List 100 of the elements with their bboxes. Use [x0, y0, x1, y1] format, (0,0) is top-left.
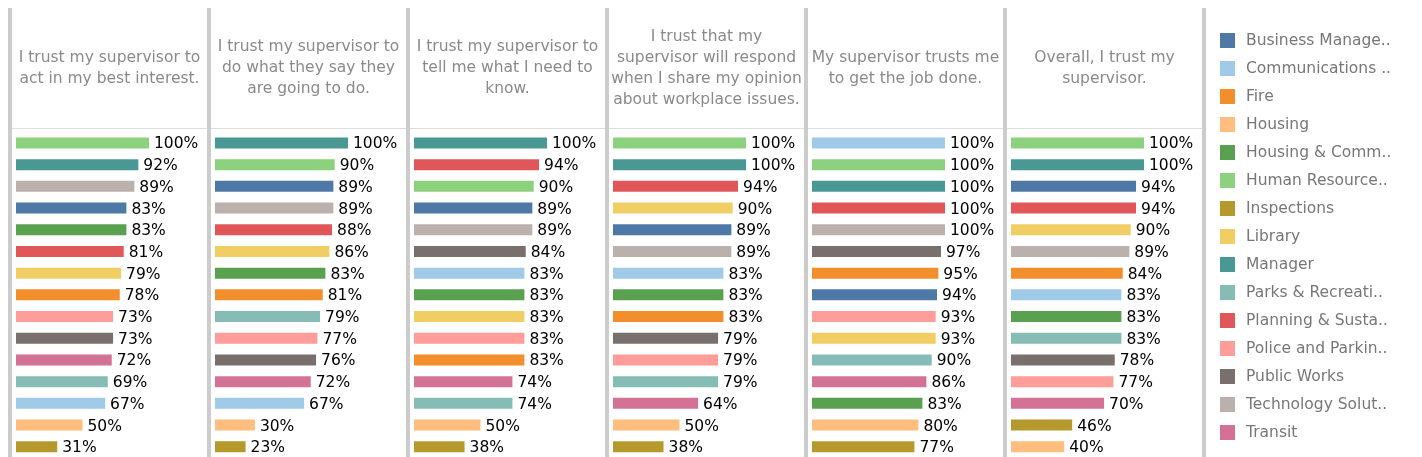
- bar: [215, 158, 335, 170]
- data-label: 83%: [529, 329, 564, 348]
- bar: [1011, 245, 1130, 257]
- bar: [414, 353, 525, 365]
- chart-title: I trust my supervisor to tell me what I need to know.: [410, 8, 605, 129]
- bar: [215, 267, 326, 279]
- data-label: 72%: [315, 372, 351, 391]
- category-label: Housing & Comm..: [1246, 143, 1392, 161]
- bar: [1011, 202, 1137, 214]
- chart-title: I trust my supervisor to do what they say they are going to do.: [211, 8, 406, 129]
- data-label: 83%: [1126, 329, 1161, 348]
- data-label: 89%: [139, 177, 174, 196]
- data-label: 83%: [529, 350, 564, 369]
- bar: [16, 180, 135, 192]
- bar: [812, 440, 915, 452]
- data-label: 90%: [936, 350, 972, 369]
- data-label: 90%: [538, 177, 574, 196]
- data-label: 89%: [338, 199, 373, 218]
- bar: [16, 310, 114, 322]
- data-label: 89%: [338, 177, 373, 196]
- bar: [812, 419, 919, 431]
- bar: [812, 310, 936, 322]
- data-label: 83%: [330, 264, 365, 283]
- data-label: 90%: [339, 155, 375, 174]
- data-label: 83%: [1126, 307, 1161, 326]
- data-label: 50%: [87, 416, 122, 435]
- bar: [1011, 332, 1122, 344]
- bar: [414, 267, 525, 279]
- bar: [1011, 136, 1144, 148]
- data-label: 83%: [529, 285, 564, 304]
- bar: [1011, 353, 1115, 365]
- data-label: 79%: [126, 264, 161, 283]
- bar: [812, 397, 923, 409]
- data-label: 90%: [737, 199, 773, 218]
- bar: [16, 397, 106, 409]
- data-label: 50%: [485, 416, 520, 435]
- data-label: 77%: [919, 437, 954, 456]
- chart-title: I trust that my supervisor will respond when I share my opinion about workplace issues.: [609, 8, 804, 129]
- bar: [613, 180, 739, 192]
- bar: [1011, 223, 1131, 235]
- data-label: 94%: [942, 285, 977, 304]
- data-label: 67%: [309, 394, 344, 413]
- data-label: 83%: [529, 307, 564, 326]
- data-label: 86%: [931, 372, 966, 391]
- bar: [16, 245, 124, 257]
- data-label: 89%: [1134, 242, 1169, 261]
- bar: [613, 419, 680, 431]
- data-label: 100%: [950, 133, 995, 152]
- data-label: 100%: [353, 133, 398, 152]
- bar: [414, 440, 465, 452]
- data-label: 72%: [116, 350, 152, 369]
- bar: [16, 158, 139, 170]
- data-label: 73%: [118, 329, 153, 348]
- bar: [414, 288, 525, 300]
- data-label: 100%: [950, 177, 995, 196]
- data-label: 40%: [1069, 437, 1104, 456]
- bar: [1011, 310, 1122, 322]
- data-label: 31%: [62, 437, 97, 456]
- data-label: 100%: [751, 155, 796, 174]
- bar: [1011, 440, 1065, 452]
- data-label: 83%: [728, 285, 763, 304]
- bar: [414, 419, 481, 431]
- data-label: 64%: [703, 394, 738, 413]
- data-label: 73%: [118, 307, 153, 326]
- category-label: Inspections: [1246, 199, 1335, 217]
- category-label: Library: [1246, 227, 1301, 245]
- bar: [812, 245, 942, 257]
- bar: [215, 440, 246, 452]
- data-label: 23%: [250, 437, 286, 456]
- bar: [812, 202, 945, 214]
- data-label: 78%: [1119, 350, 1155, 369]
- bar: [812, 288, 938, 300]
- bar: [613, 310, 724, 322]
- data-label: 38%: [469, 437, 504, 456]
- data-label: 84%: [1127, 264, 1163, 283]
- data-label: 100%: [751, 133, 796, 152]
- category-label: Public Works: [1246, 367, 1345, 385]
- data-label: 38%: [668, 437, 703, 456]
- data-label: 74%: [517, 372, 552, 391]
- category-label: Manager: [1246, 255, 1314, 273]
- bar: [613, 202, 733, 214]
- bar: [812, 136, 945, 148]
- bar: [414, 158, 540, 170]
- bar: [613, 245, 732, 257]
- data-label: 89%: [736, 242, 771, 261]
- bar: [215, 375, 311, 387]
- bar: [215, 136, 348, 148]
- data-label: 95%: [943, 264, 978, 283]
- data-label: 69%: [112, 372, 148, 391]
- bar: [215, 288, 323, 300]
- bar: [414, 375, 513, 387]
- category-label: Technology Solut..: [1246, 395, 1388, 413]
- data-label: 81%: [128, 242, 164, 261]
- data-label: 80%: [923, 416, 958, 435]
- bar: [215, 332, 318, 344]
- bar: [16, 136, 149, 148]
- bar: [215, 397, 305, 409]
- bar: [215, 202, 334, 214]
- bar: [812, 267, 939, 279]
- bar: [414, 310, 525, 322]
